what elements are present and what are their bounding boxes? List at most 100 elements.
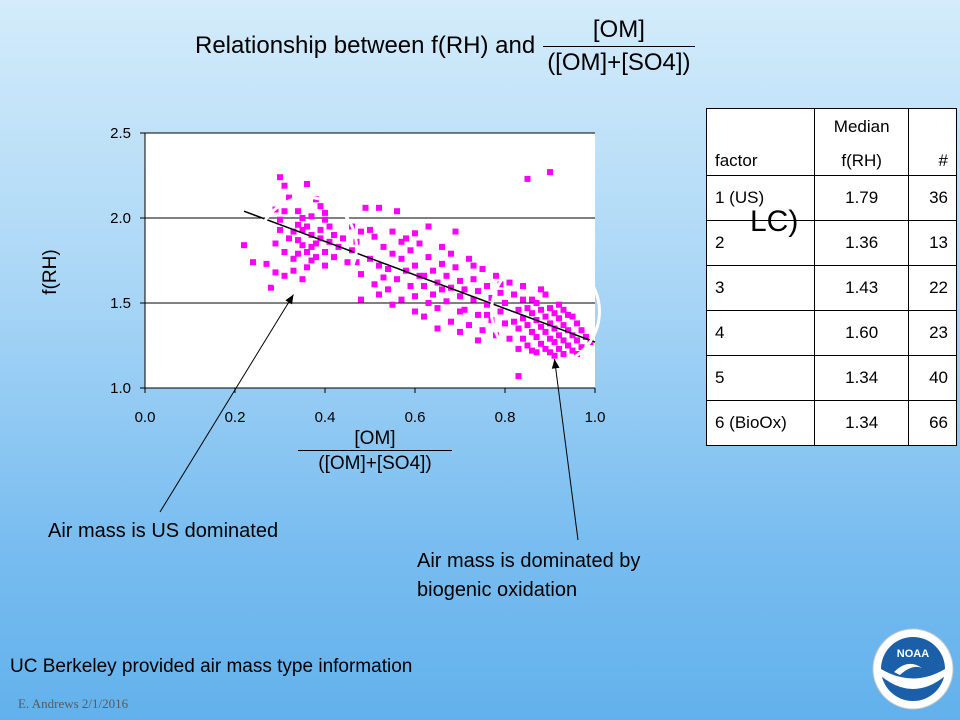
arrow-us-line bbox=[159, 294, 294, 513]
table-header-row: factor Median f(RH) # bbox=[705, 108, 958, 176]
table-row: 6 (BioOx) 1.34 66 bbox=[705, 400, 958, 446]
data-point bbox=[322, 216, 328, 223]
data-point bbox=[295, 208, 301, 215]
data-point bbox=[277, 174, 283, 181]
data-point bbox=[475, 337, 481, 344]
data-point bbox=[322, 209, 328, 216]
data-point bbox=[551, 352, 558, 359]
data-point bbox=[304, 181, 310, 187]
data-point bbox=[344, 259, 351, 266]
factor-cell: 4 bbox=[705, 310, 816, 356]
data-point bbox=[317, 203, 324, 210]
data-point bbox=[416, 272, 423, 279]
median-cell: 1.34 bbox=[814, 400, 909, 446]
data-point bbox=[533, 300, 540, 306]
data-point bbox=[484, 301, 490, 308]
table-row: 3 1.43 22 bbox=[705, 265, 958, 311]
table-row: 5 1.34 40 bbox=[705, 355, 958, 401]
data-point bbox=[389, 301, 396, 308]
data-point bbox=[394, 208, 400, 215]
data-point bbox=[299, 226, 306, 233]
data-point bbox=[322, 249, 328, 255]
data-point bbox=[277, 216, 283, 223]
arrow-bio-head bbox=[551, 359, 560, 369]
highlight-circle-biogenic-oxidation bbox=[490, 256, 601, 367]
table-row: 1 (US) 1.79 36 bbox=[705, 175, 958, 221]
data-point bbox=[425, 300, 432, 306]
data-point bbox=[448, 318, 454, 325]
data-point bbox=[515, 373, 522, 380]
x-axis-label-numerator: [OM] bbox=[354, 428, 396, 449]
data-point bbox=[407, 247, 414, 254]
data-point bbox=[317, 235, 324, 242]
data-point bbox=[542, 291, 549, 298]
data-point bbox=[475, 288, 481, 295]
annotation-us-dominated: Air mass is US dominated bbox=[48, 520, 279, 542]
data-point bbox=[506, 335, 513, 342]
x-tick-label: 0.8 bbox=[495, 409, 516, 426]
data-point bbox=[326, 223, 333, 230]
data-point bbox=[322, 262, 328, 269]
table-row: 4 1.60 23 bbox=[705, 310, 958, 356]
data-point bbox=[551, 310, 558, 317]
x-axis-label-denominator: ([OM]+[SO4]) bbox=[298, 450, 452, 475]
data-point bbox=[551, 339, 558, 346]
count-cell: 40 bbox=[907, 355, 958, 401]
data-point bbox=[380, 274, 387, 281]
data-point bbox=[376, 291, 382, 298]
data-point bbox=[457, 308, 463, 315]
data-point bbox=[461, 306, 468, 313]
header-median-line2: f(RH) bbox=[841, 151, 882, 170]
data-point bbox=[308, 257, 315, 264]
data-point bbox=[574, 337, 580, 344]
data-point bbox=[308, 243, 315, 250]
title-denominator: ([OM]+[SO4]) bbox=[543, 45, 695, 77]
data-point bbox=[241, 242, 247, 249]
data-point bbox=[272, 240, 279, 247]
data-point bbox=[281, 249, 288, 255]
count-cell: 66 bbox=[907, 400, 958, 446]
data-point bbox=[281, 272, 288, 279]
data-point bbox=[511, 318, 517, 325]
data-point bbox=[542, 328, 549, 335]
data-point bbox=[515, 325, 522, 332]
data-point bbox=[515, 345, 522, 352]
data-point bbox=[331, 232, 337, 238]
data-point bbox=[524, 322, 531, 329]
data-point bbox=[542, 345, 549, 352]
data-point bbox=[569, 347, 576, 354]
data-point bbox=[340, 235, 346, 242]
data-point bbox=[520, 296, 526, 303]
data-point bbox=[547, 335, 553, 342]
data-point bbox=[479, 327, 486, 334]
data-point bbox=[421, 272, 427, 279]
data-point bbox=[569, 313, 576, 320]
data-point bbox=[286, 194, 292, 201]
data-point bbox=[479, 266, 486, 272]
data-point bbox=[304, 223, 310, 230]
data-point bbox=[560, 351, 567, 357]
data-point bbox=[398, 238, 405, 245]
data-point bbox=[511, 291, 517, 298]
table-row: 2 1.36 13 bbox=[705, 220, 958, 266]
y-tick-label: 1.0 bbox=[110, 380, 131, 397]
data-point bbox=[547, 349, 553, 356]
y-tick-label: 2.5 bbox=[110, 125, 131, 142]
data-point bbox=[308, 232, 315, 238]
header-factor: factor bbox=[705, 108, 816, 176]
data-point bbox=[466, 255, 472, 262]
factor-cell: 1 (US) bbox=[705, 175, 816, 221]
data-point bbox=[263, 260, 270, 267]
x-tick-label: 0.6 bbox=[405, 409, 426, 426]
data-point bbox=[385, 286, 391, 293]
factor-cell: 5 bbox=[705, 355, 816, 401]
data-point bbox=[560, 337, 567, 344]
data-point bbox=[358, 271, 364, 278]
data-point bbox=[569, 332, 576, 339]
data-point bbox=[439, 286, 445, 293]
title-prefix: Relationship between f(RH) and bbox=[195, 32, 536, 59]
title-fraction: [OM] ([OM]+[SO4]) bbox=[543, 16, 695, 77]
header-median-line1: Median bbox=[833, 117, 890, 136]
data-point bbox=[353, 259, 360, 266]
data-point bbox=[425, 223, 432, 230]
